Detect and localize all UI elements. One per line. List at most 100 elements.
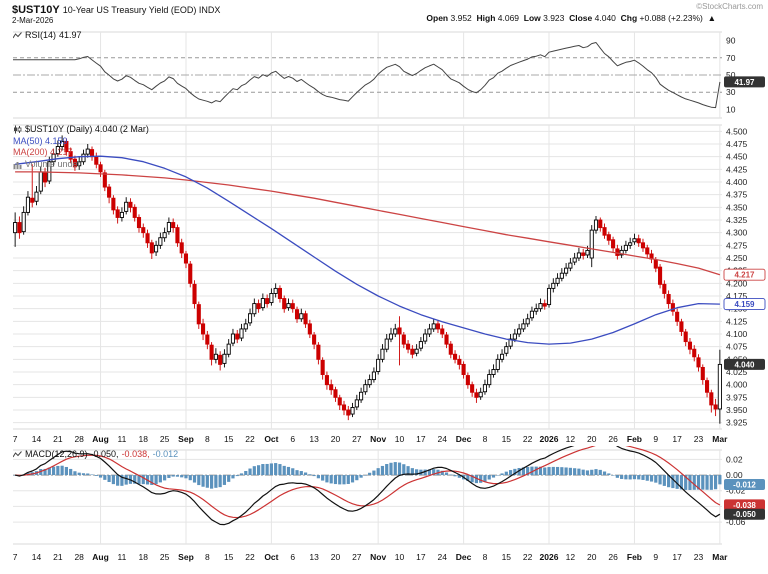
svg-text:26: 26: [608, 552, 618, 562]
svg-text:Oct: Oct: [264, 552, 278, 562]
svg-text:21: 21: [53, 552, 63, 562]
svg-text:Oct: Oct: [264, 434, 278, 444]
symbol: $UST10Y: [12, 4, 60, 16]
date-axis-lower: 7 14 21 28 Aug 11 18 25 Sep 8 15 22 Oct 6 13 20 27 Nov 10 1…: [0, 550, 768, 564]
svg-text:Dec: Dec: [456, 552, 472, 562]
price-panel: 4.500 4.475 4.450 4.425 4.400 4.375 4.350 4.325…: [0, 122, 768, 432]
rsi-plot: 90 70 50 30 10 41.97: [13, 31, 765, 119]
svg-text:4.025: 4.025: [726, 367, 748, 377]
copyright: ©StockCharts.com: [696, 2, 763, 11]
svg-text:12: 12: [566, 552, 576, 562]
svg-text:2026: 2026: [540, 552, 559, 562]
svg-text:Aug: Aug: [92, 552, 109, 562]
svg-text:Feb: Feb: [627, 552, 642, 562]
svg-text:14: 14: [32, 552, 42, 562]
svg-text:Mar: Mar: [712, 434, 728, 444]
svg-text:4.275: 4.275: [726, 240, 748, 250]
svg-text:15: 15: [502, 552, 512, 562]
svg-text:20: 20: [331, 552, 341, 562]
date-axis-upper: 7 14 21 28 Aug 11 18 25 Sep 8 15 22 Oct 6 13 20 27 Nov 10 1…: [0, 432, 768, 446]
svg-text:9: 9: [653, 552, 658, 562]
svg-text:12: 12: [566, 434, 576, 444]
svg-text:20: 20: [331, 434, 341, 444]
svg-text:26: 26: [608, 434, 618, 444]
chart-header: $UST10Y 10-Year US Treasury Yield (EOD) I…: [0, 0, 768, 28]
svg-text:7: 7: [13, 434, 18, 444]
svg-text:27: 27: [352, 434, 362, 444]
svg-text:4.000: 4.000: [726, 380, 748, 390]
macd-plot: 0.020.00-0.02-0.04-0.06-0.012-0.038-0.05…: [13, 446, 765, 545]
svg-text:11: 11: [117, 434, 126, 444]
svg-text:18: 18: [139, 552, 149, 562]
svg-text:18: 18: [139, 434, 149, 444]
svg-text:4.325: 4.325: [726, 215, 748, 225]
svg-text:-0.06: -0.06: [726, 517, 746, 527]
svg-text:10: 10: [395, 434, 405, 444]
svg-text:24: 24: [438, 552, 448, 562]
svg-text:17: 17: [416, 434, 426, 444]
svg-text:0.02: 0.02: [726, 454, 743, 464]
svg-text:25: 25: [160, 552, 170, 562]
svg-text:11: 11: [117, 552, 126, 562]
svg-text:13: 13: [309, 552, 319, 562]
svg-text:8: 8: [483, 552, 488, 562]
svg-text:3.975: 3.975: [726, 392, 748, 402]
svg-text:23: 23: [694, 552, 704, 562]
svg-text:0.00: 0.00: [726, 470, 743, 480]
svg-text:20: 20: [587, 552, 597, 562]
price-plot: 4.500 4.475 4.450 4.425 4.400 4.375 4.350 4.325…: [13, 124, 766, 430]
svg-text:Feb: Feb: [627, 434, 642, 444]
svg-text:22: 22: [245, 552, 255, 562]
svg-text:Sep: Sep: [178, 434, 194, 444]
svg-text:50: 50: [726, 70, 736, 80]
svg-text:4.125: 4.125: [726, 316, 748, 326]
svg-text:8: 8: [205, 434, 210, 444]
svg-text:Nov: Nov: [370, 552, 386, 562]
svg-text:4.159: 4.159: [734, 300, 755, 309]
svg-text:10: 10: [726, 104, 736, 114]
svg-text:14: 14: [32, 434, 42, 444]
svg-text:Mar: Mar: [712, 552, 728, 562]
svg-text:22: 22: [245, 434, 255, 444]
chart-date: 2-Mar-2026: [12, 16, 54, 25]
svg-text:4.400: 4.400: [726, 177, 748, 187]
svg-text:13: 13: [309, 434, 319, 444]
svg-text:4.350: 4.350: [726, 202, 748, 212]
svg-text:70: 70: [726, 53, 736, 63]
svg-text:17: 17: [672, 434, 682, 444]
svg-text:4.300: 4.300: [726, 228, 748, 238]
svg-text:Dec: Dec: [456, 434, 472, 444]
svg-text:Aug: Aug: [92, 434, 109, 444]
svg-text:28: 28: [74, 434, 84, 444]
date-axis-upper-labels: 7 14 21 28 Aug 11 18 25 Sep 8 15 22 Oct 6 13 20 27 Nov 10 1…: [13, 434, 728, 444]
svg-text:23: 23: [694, 434, 704, 444]
svg-text:Nov: Nov: [370, 434, 386, 444]
svg-text:4.375: 4.375: [726, 190, 748, 200]
svg-text:27: 27: [352, 552, 362, 562]
svg-text:Sep: Sep: [178, 552, 194, 562]
svg-text:4.425: 4.425: [726, 164, 748, 174]
svg-text:4.100: 4.100: [726, 329, 748, 339]
svg-text:10: 10: [395, 552, 405, 562]
svg-text:6: 6: [290, 434, 295, 444]
svg-text:90: 90: [726, 36, 736, 46]
svg-text:30: 30: [726, 87, 736, 97]
svg-text:4.250: 4.250: [726, 253, 748, 263]
quote-line: Open 3.952 High 4.069 Low 3.923 Close 4.…: [426, 13, 716, 23]
svg-text:-0.050: -0.050: [733, 510, 756, 519]
svg-text:4.217: 4.217: [734, 271, 755, 280]
svg-text:3.950: 3.950: [726, 405, 748, 415]
svg-text:4.175: 4.175: [726, 291, 748, 301]
svg-text:25: 25: [160, 434, 170, 444]
svg-text:4.200: 4.200: [726, 278, 748, 288]
svg-text:15: 15: [224, 434, 234, 444]
svg-text:9: 9: [653, 434, 658, 444]
svg-text:-0.02: -0.02: [726, 486, 746, 496]
svg-text:22: 22: [523, 552, 533, 562]
svg-text:17: 17: [416, 552, 426, 562]
svg-text:41.97: 41.97: [734, 78, 755, 87]
macd-panel: 0.020.00-0.02-0.04-0.06-0.012-0.038-0.05…: [0, 446, 768, 550]
svg-text:21: 21: [53, 434, 63, 444]
svg-text:4.040: 4.040: [734, 360, 755, 369]
